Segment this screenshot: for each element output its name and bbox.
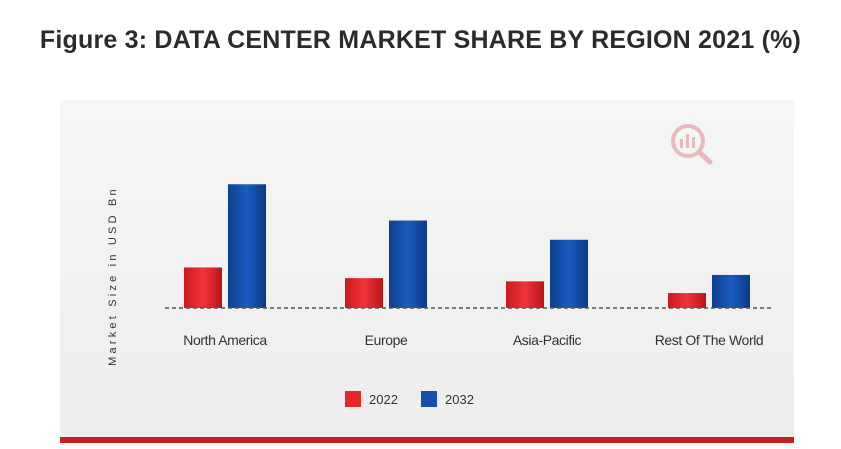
y-axis-label: Market Size in USD Bn	[107, 186, 119, 366]
figure-title: Figure 3: DATA CENTER MARKET SHARE BY RE…	[39, 26, 802, 54]
bar-2022-europe	[345, 278, 383, 308]
legend-swatch-2032	[421, 391, 437, 407]
x-tick-label: Asia-Pacific	[513, 332, 582, 348]
legend-label-2032: 2032	[445, 392, 474, 407]
magnifier-chart-icon	[671, 124, 713, 165]
bar-2032-north-america	[228, 184, 266, 308]
x-tick-label: Europe	[365, 332, 408, 348]
bar-2032-europe	[389, 220, 427, 308]
x-tick-label: Rest Of The World	[655, 332, 764, 348]
x-tick-label: North America	[183, 332, 267, 348]
legend-swatch-2022	[345, 391, 361, 407]
bottom-accent-bar	[60, 437, 794, 443]
bar-2032-asia-pacific	[550, 239, 588, 308]
legend-label-2022: 2022	[369, 392, 398, 407]
x-axis-labels: North America Europe Asia-Pacific Rest Of T…	[183, 332, 763, 348]
bar-2022-north-america	[184, 267, 222, 308]
bar-2022-asia-pacific	[506, 281, 544, 308]
bars-group	[184, 184, 750, 308]
bar-2022-rest-of-the-world	[668, 293, 706, 308]
bar-2032-rest-of-the-world	[712, 274, 750, 308]
legend: 2022 2032	[345, 391, 474, 407]
